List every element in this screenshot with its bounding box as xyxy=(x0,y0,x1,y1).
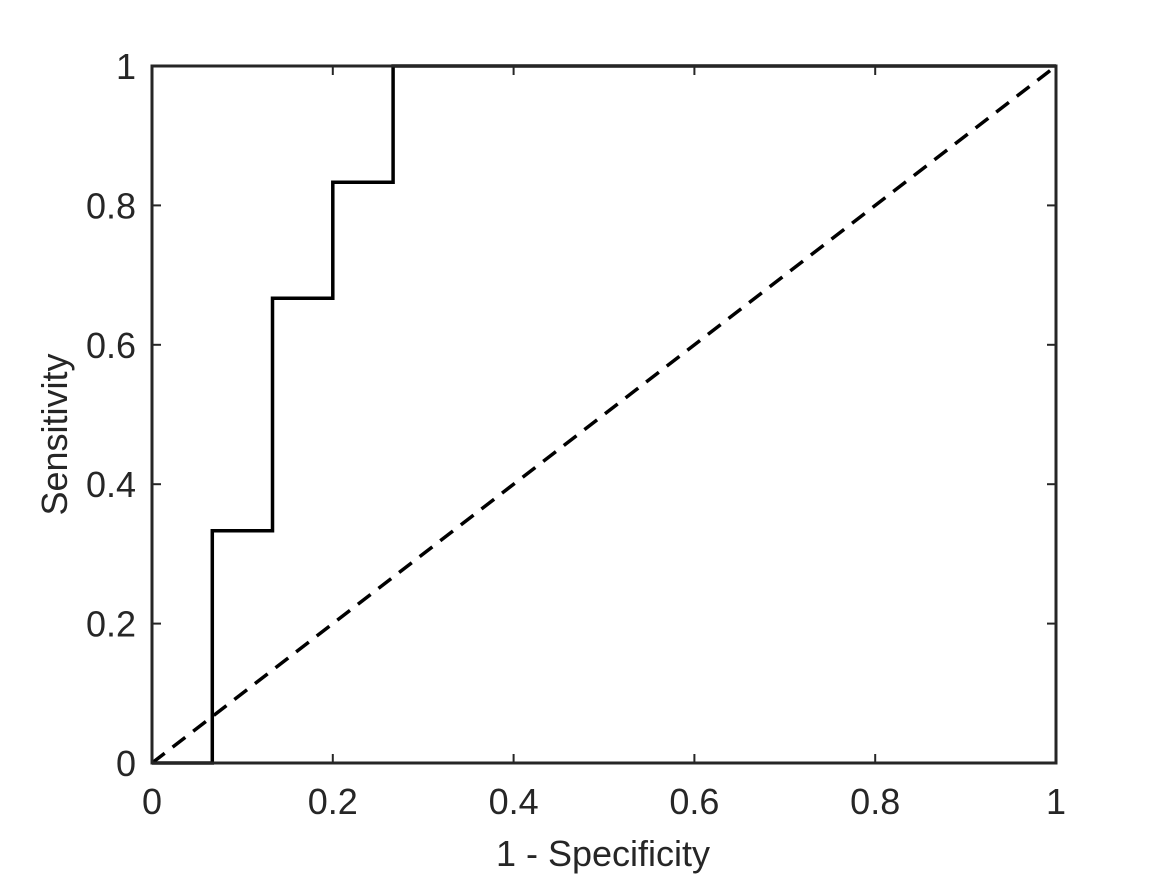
y-tick-label: 1 xyxy=(116,46,136,87)
x-tick-label: 1 xyxy=(1046,781,1066,822)
x-tick-label: 0 xyxy=(142,781,162,822)
axis-tick-labels: 0 0.2 0.4 0.6 0.8 1 0 0.2 0.4 0.6 0.8 1 xyxy=(86,46,1066,822)
y-tick-label: 0.6 xyxy=(86,325,136,366)
x-tick-label: 0.4 xyxy=(489,781,539,822)
roc-curve-line xyxy=(152,64,1056,765)
y-tick-label: 0.8 xyxy=(86,185,136,226)
y-tick-label: 0.2 xyxy=(86,604,136,645)
x-tick-label: 0.2 xyxy=(308,781,358,822)
axes-box xyxy=(150,64,1058,765)
y-axis-label: Sensitivity xyxy=(34,353,75,515)
x-tick-label: 0.6 xyxy=(669,781,719,822)
chance-diagonal-line xyxy=(150,64,1058,765)
y-tick-label: 0 xyxy=(116,743,136,784)
x-tick-label: 0.8 xyxy=(850,781,900,822)
x-axis-label: 1 - Specificity xyxy=(496,833,710,874)
plot-area xyxy=(150,64,1058,765)
y-tick-label: 0.4 xyxy=(86,464,136,505)
